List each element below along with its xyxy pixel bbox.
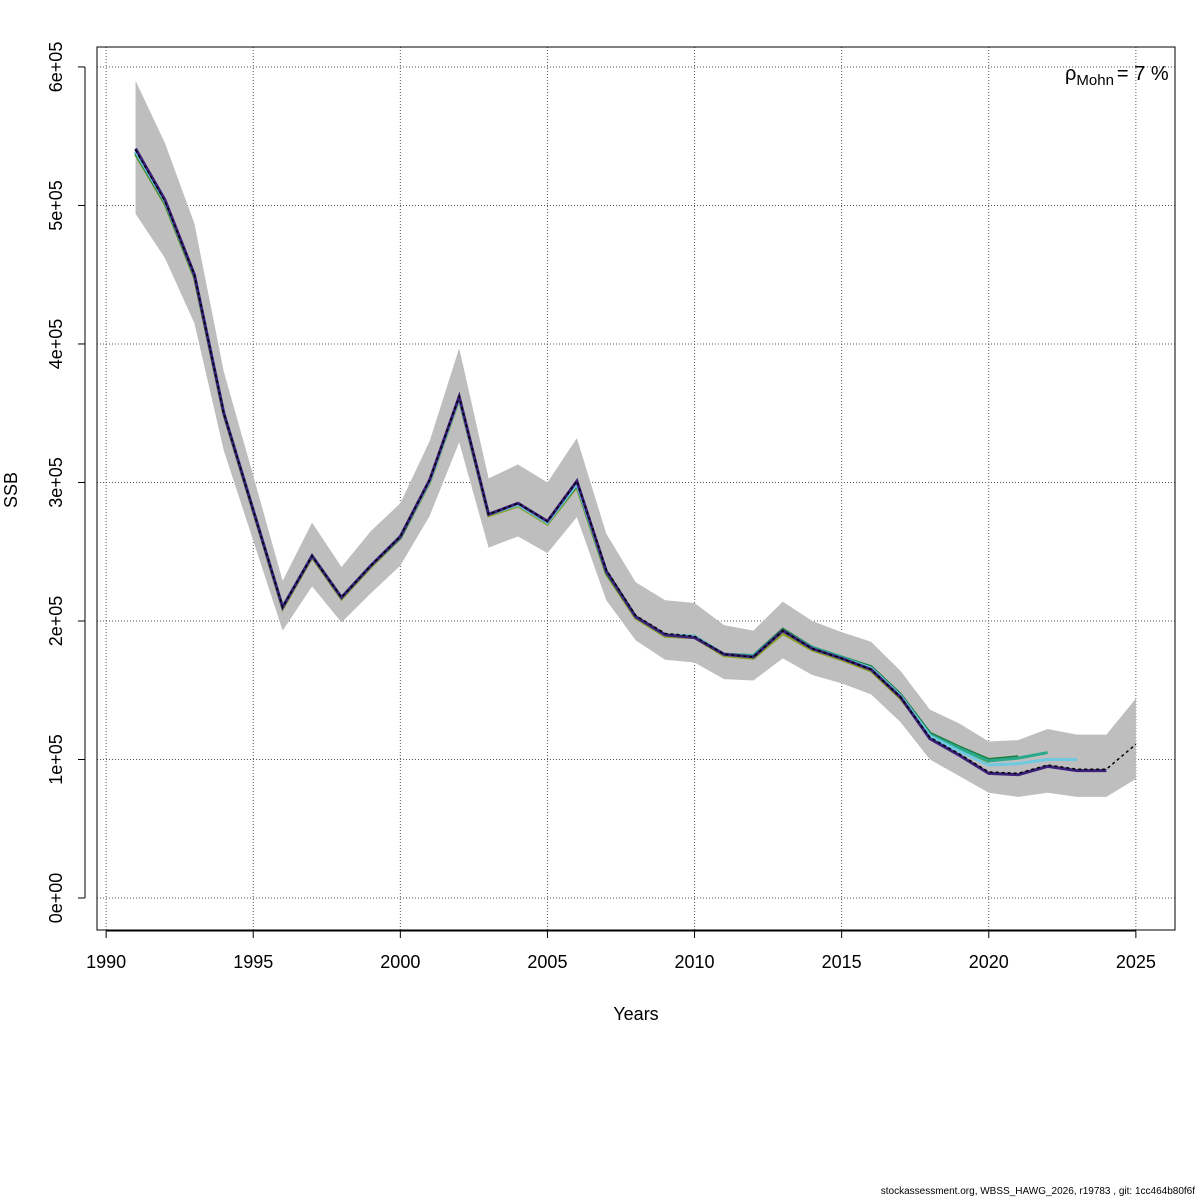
x-tick-label: 2005 <box>527 952 567 972</box>
footer: stockassessment.org, WBSS_HAWG_2026, r19… <box>881 1186 1195 1197</box>
y-tick-label: 2e+05 <box>46 596 66 647</box>
y-tick-label: 0e+00 <box>46 873 66 924</box>
x-tick-label: 1995 <box>233 952 273 972</box>
y-tick-label: 6e+05 <box>46 42 66 93</box>
series-line <box>134 150 1048 763</box>
series-line <box>134 150 1078 767</box>
confidence-band <box>135 80 1136 797</box>
x-tick-label: 1990 <box>86 952 126 972</box>
x-tick-label: 2015 <box>822 952 862 972</box>
series-line <box>134 149 1137 775</box>
plot-frame <box>96 46 1176 931</box>
x-tick-label: 2020 <box>969 952 1009 972</box>
mohn-annotation: ρMohn = 7 % <box>1065 63 1169 89</box>
y-tick-label: 1e+05 <box>46 734 66 785</box>
x-axis-label: Years <box>613 1004 658 1024</box>
y-tick-label: 3e+05 <box>46 457 66 508</box>
annotation-symbol: ρ <box>1065 63 1076 85</box>
x-tick-label: 2000 <box>380 952 420 972</box>
y-axis-label: SSB <box>1 472 21 508</box>
annotation-text: = 7 % <box>1117 63 1169 85</box>
annotation-subscript: Mohn <box>1076 72 1114 89</box>
y-tick-label: 5e+05 <box>46 180 66 231</box>
x-tick-label: 2025 <box>1116 952 1156 972</box>
series-line <box>134 147 1107 777</box>
x-tick-label: 2010 <box>675 952 715 972</box>
y-tick-label: 4e+05 <box>46 319 66 370</box>
